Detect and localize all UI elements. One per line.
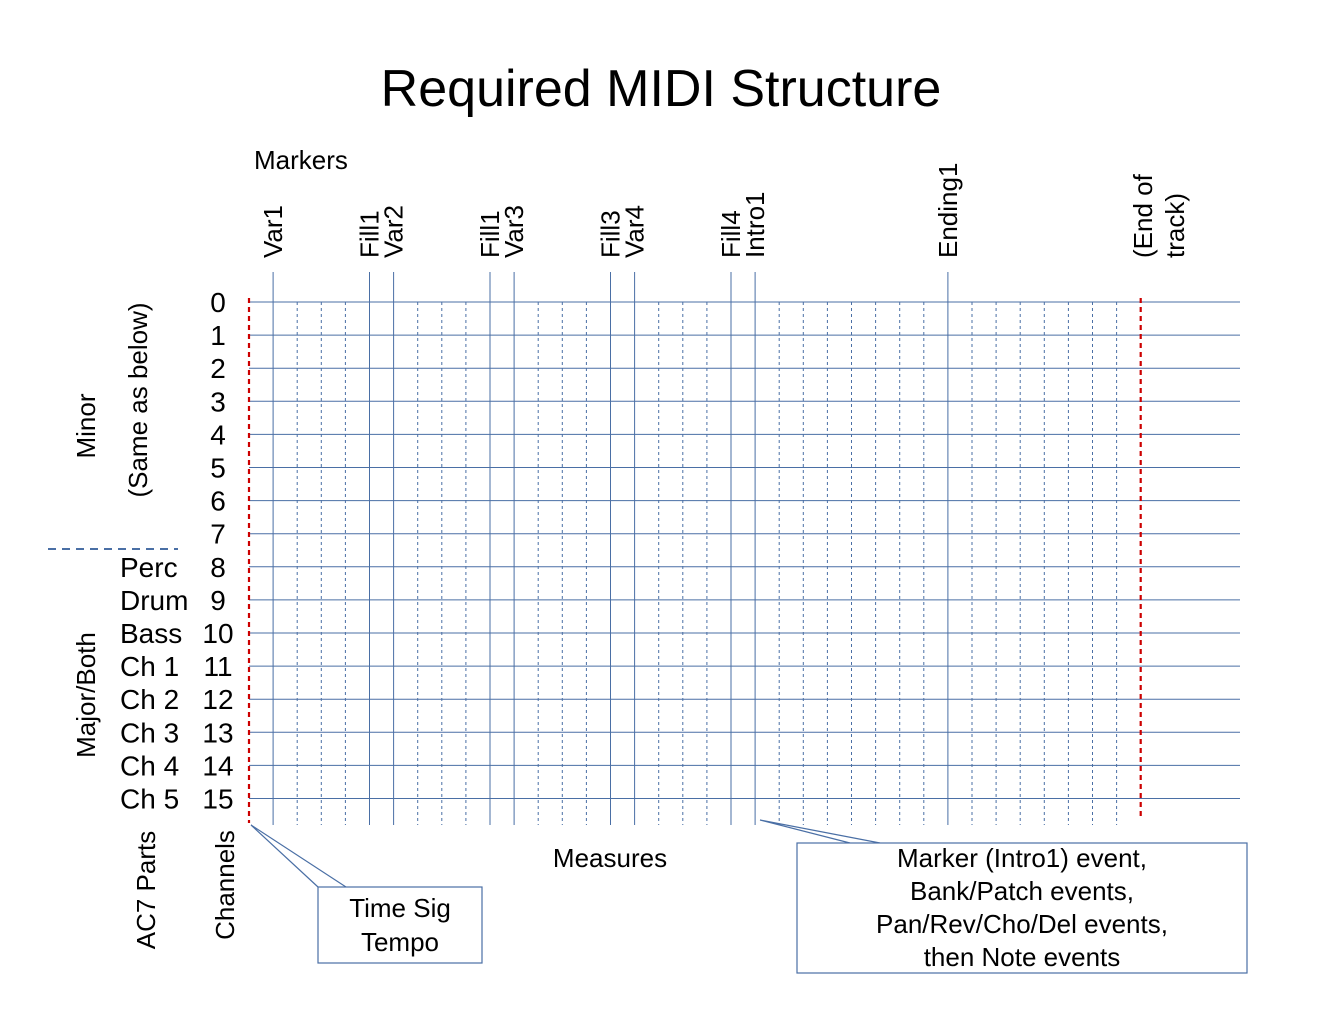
major-both-label: Major/Both (71, 632, 101, 758)
time-sig-callout-pointer (250, 824, 347, 888)
part-label: Bass (120, 618, 182, 649)
part-label: Ch 3 (120, 717, 179, 748)
marker-label: Var1 (258, 205, 288, 258)
intro-callout-line4: then Note events (924, 942, 1121, 972)
ac7-parts-label: AC7 Parts (131, 831, 161, 950)
marker-label: Var3 (499, 205, 529, 258)
part-label: Ch 2 (120, 684, 179, 715)
channel-number: 2 (210, 353, 226, 384)
intro-callout-pointer (759, 819, 881, 844)
intro-callout-line3: Pan/Rev/Cho/Del events, (876, 909, 1168, 939)
measures-label: Measures (553, 843, 667, 873)
channel-number: 10 (202, 618, 233, 649)
channel-number: 4 (210, 419, 226, 450)
channel-number: 13 (202, 717, 233, 748)
channel-number: 5 (210, 453, 226, 484)
channel-number: 3 (210, 386, 226, 417)
minor-label: Minor (71, 393, 101, 458)
channel-number: 9 (210, 585, 226, 616)
marker-label: Intro1 (740, 192, 770, 259)
marker-label: Fill1 (355, 210, 385, 258)
part-label: Ch 1 (120, 651, 179, 682)
marker-label: Fill3 (596, 210, 626, 258)
page-title: Required MIDI Structure (381, 60, 942, 118)
time-sig-callout-box (317, 886, 483, 964)
end-of-track-label-line1: (End of (1128, 173, 1158, 258)
timeline-grid (247, 272, 1240, 825)
channels-label: Channels (210, 830, 240, 940)
markers-heading: Markers (254, 145, 348, 175)
end-of-track-label-line2: track) (1160, 193, 1190, 258)
marker-label: Ending1 (933, 163, 963, 258)
time-sig-label: Time Sig (349, 893, 451, 923)
marker-label: Fill1 (475, 210, 505, 258)
channel-number: 6 (210, 486, 226, 517)
channel-number: 14 (202, 750, 233, 781)
tempo-label: Tempo (361, 927, 439, 957)
intro-callout-line1: Marker (Intro1) event, (897, 843, 1147, 873)
part-label: Ch 5 (120, 784, 179, 815)
part-label: Drum (120, 585, 188, 616)
channel-number: 1 (210, 320, 226, 351)
part-label: Perc (120, 552, 178, 583)
channel-number: 7 (210, 519, 226, 550)
intro-callout-line2: Bank/Patch events, (910, 876, 1134, 906)
minor-note: (Same as below) (123, 302, 153, 497)
intro-callout-box (796, 842, 1248, 974)
channel-number: 12 (202, 684, 233, 715)
channel-number: 15 (202, 784, 233, 815)
marker-label: Fill4 (716, 210, 746, 258)
part-label: Ch 4 (120, 750, 179, 781)
channel-number: 8 (210, 552, 226, 583)
channel-number: 11 (203, 651, 232, 682)
marker-label: Var2 (379, 205, 409, 258)
channel-number: 0 (210, 287, 226, 318)
marker-label: Var4 (620, 205, 650, 258)
